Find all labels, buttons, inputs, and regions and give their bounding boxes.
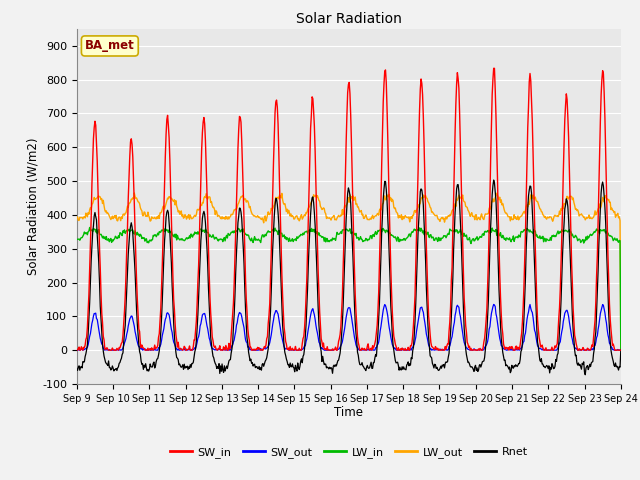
Text: BA_met: BA_met: [85, 39, 134, 52]
Title: Solar Radiation: Solar Radiation: [296, 12, 402, 26]
Y-axis label: Solar Radiation (W/m2): Solar Radiation (W/m2): [26, 138, 39, 275]
X-axis label: Time: Time: [334, 407, 364, 420]
Legend: SW_in, SW_out, LW_in, LW_out, Rnet: SW_in, SW_out, LW_in, LW_out, Rnet: [166, 443, 532, 463]
